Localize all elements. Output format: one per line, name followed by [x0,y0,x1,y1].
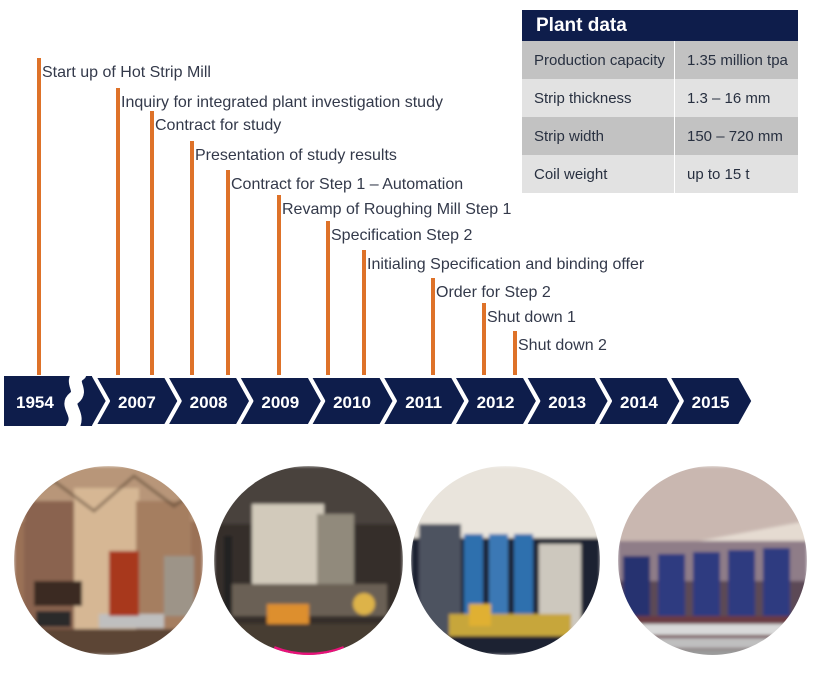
svg-text:2009: 2009 [261,393,299,412]
svg-text:2008: 2008 [190,393,228,412]
svg-text:2013: 2013 [548,393,586,412]
svg-text:2010: 2010 [333,393,371,412]
svg-text:2011: 2011 [405,393,442,412]
svg-text:2014: 2014 [620,393,658,412]
svg-text:2012: 2012 [477,393,515,412]
svg-text:2007: 2007 [118,393,156,412]
svg-text:1954: 1954 [16,393,54,412]
svg-text:2015: 2015 [692,393,730,412]
